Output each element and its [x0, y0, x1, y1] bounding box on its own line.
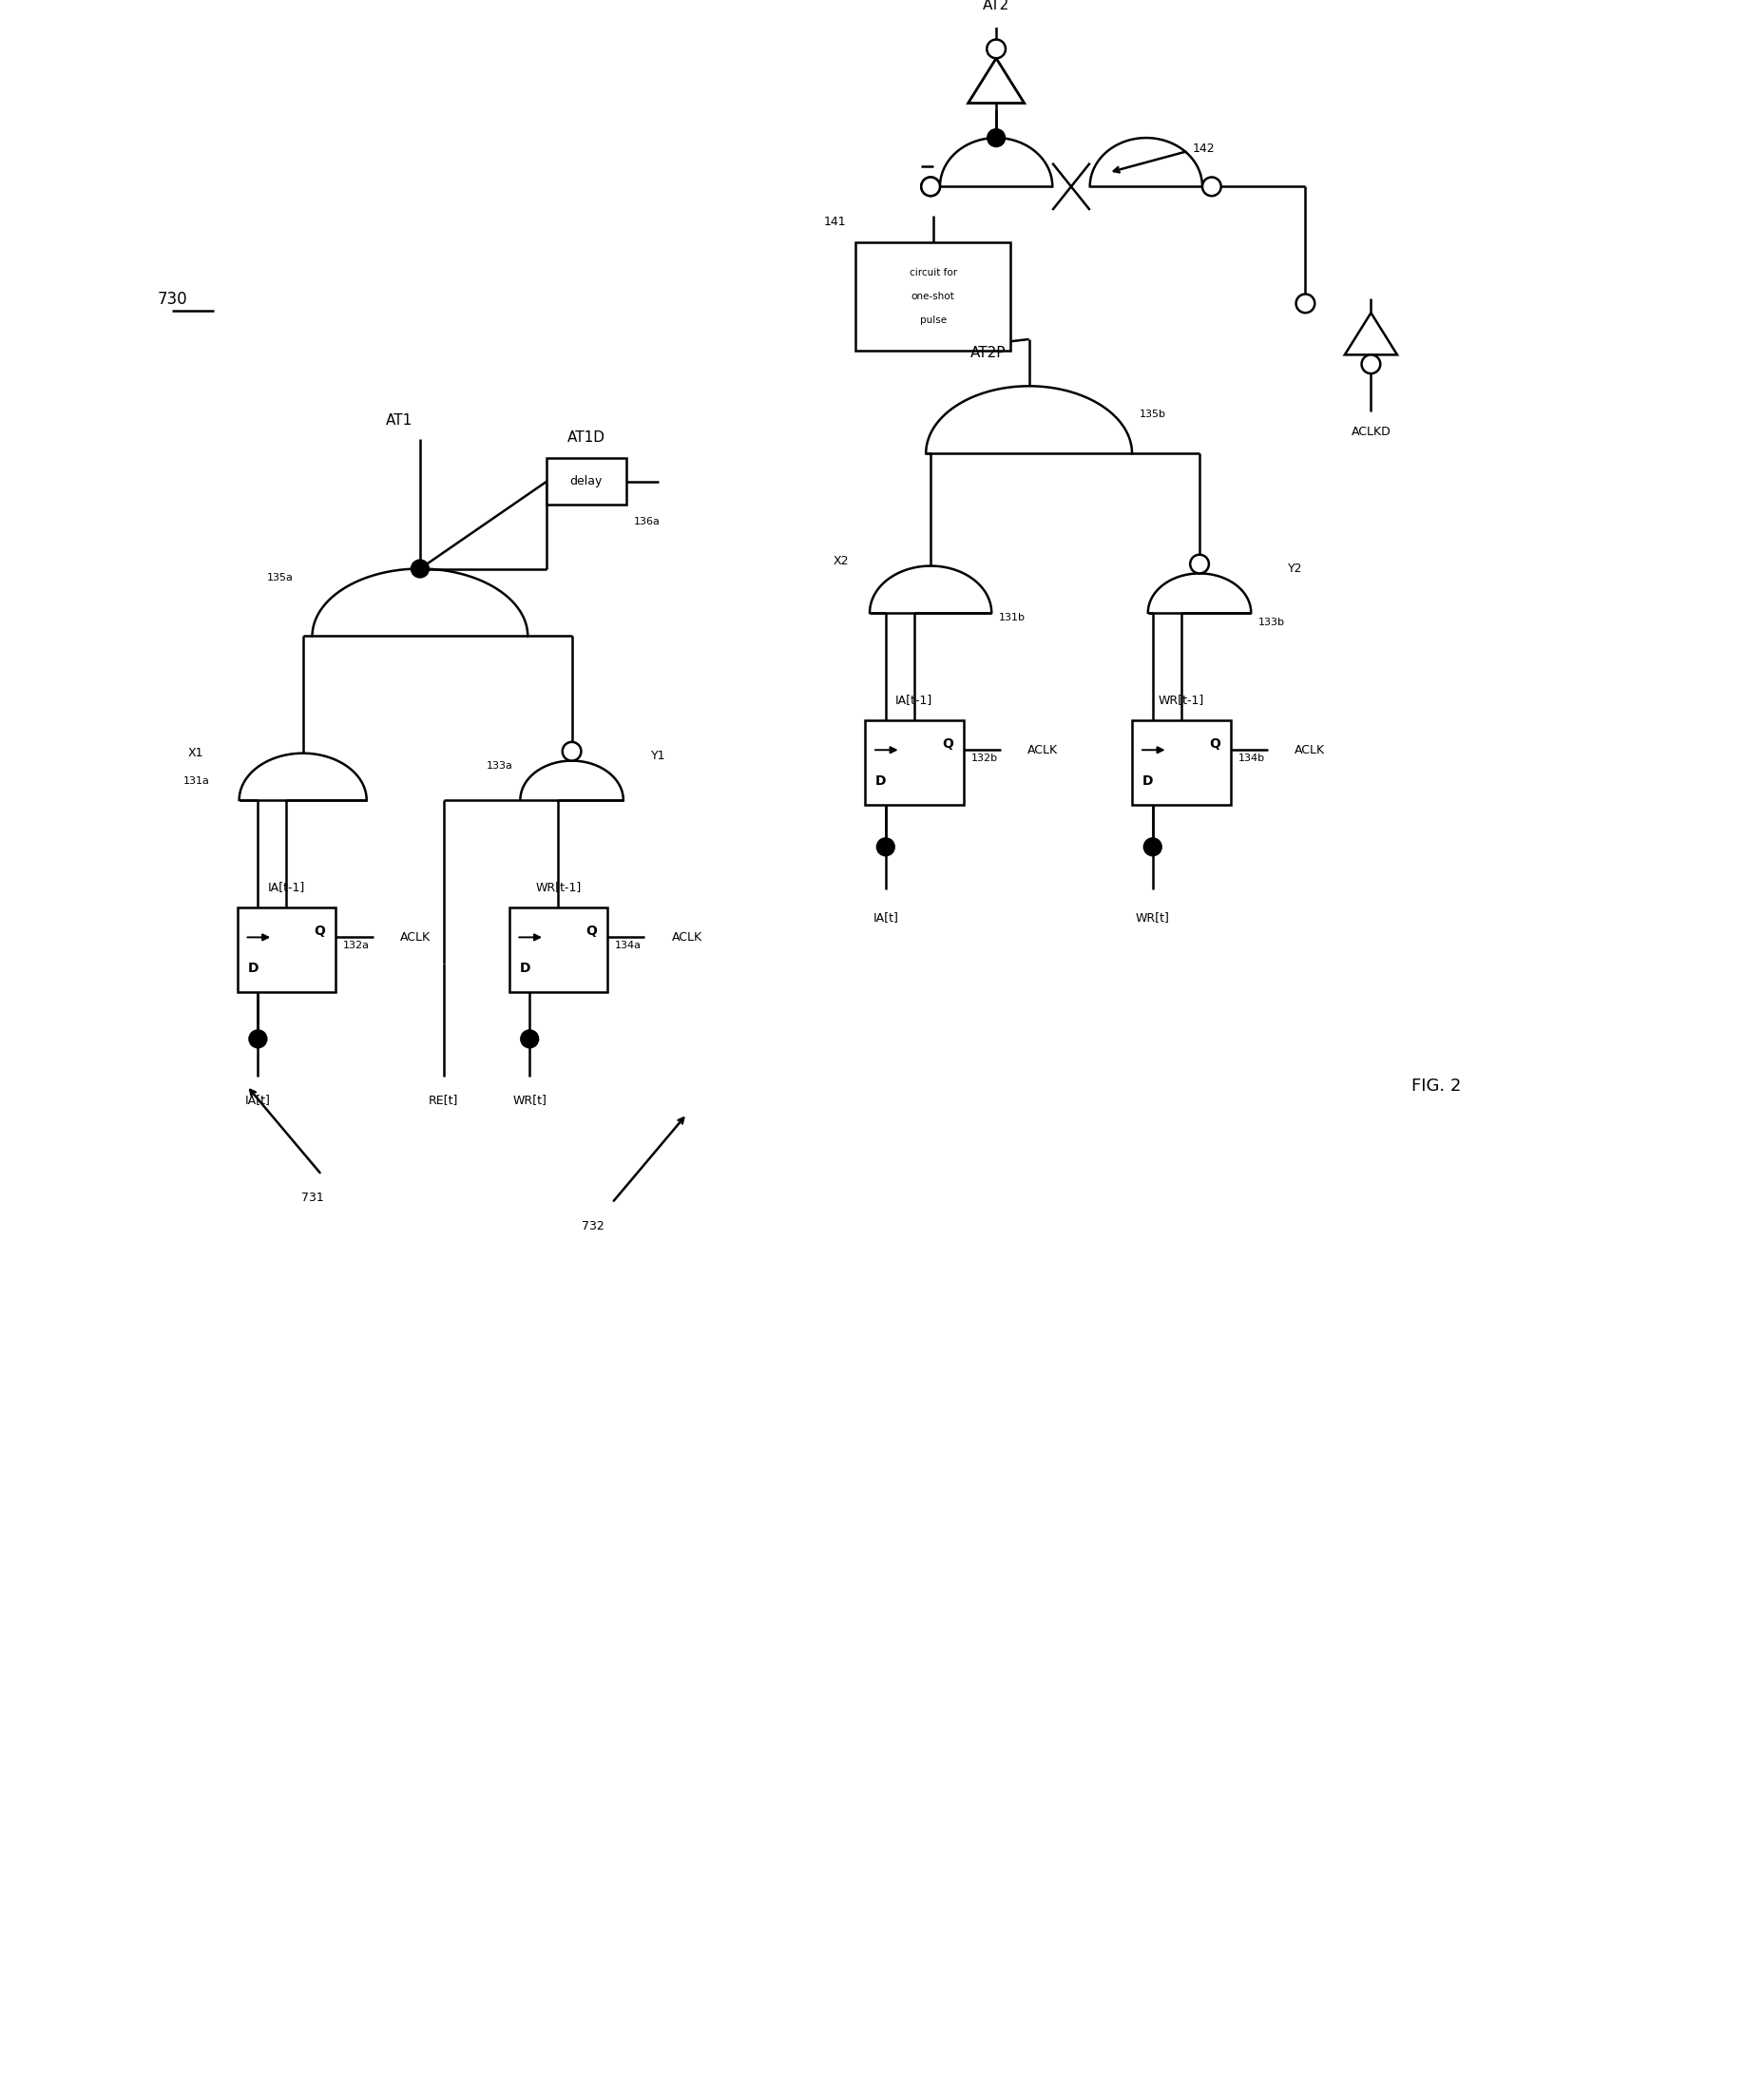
Circle shape — [250, 1031, 267, 1048]
Circle shape — [922, 176, 939, 195]
Text: 731: 731 — [300, 1193, 323, 1203]
Circle shape — [1144, 838, 1161, 855]
Text: one-shot: one-shot — [911, 292, 955, 302]
Text: Q: Q — [1208, 737, 1220, 750]
Text: 132a: 132a — [344, 941, 370, 951]
Text: 136a: 136a — [634, 517, 660, 527]
Text: Y2: Y2 — [1289, 563, 1303, 575]
Text: WR[t-1]: WR[t-1] — [536, 882, 581, 892]
Text: 135a: 135a — [267, 573, 293, 584]
Circle shape — [1203, 176, 1220, 195]
Text: 730: 730 — [157, 290, 189, 307]
Bar — [1131, 720, 1231, 804]
Text: RE[t]: RE[t] — [428, 1094, 459, 1107]
Text: IA[t-1]: IA[t-1] — [267, 882, 306, 892]
Text: 133a: 133a — [487, 760, 513, 771]
Text: AT1D: AT1D — [567, 430, 606, 445]
Text: delay: delay — [569, 475, 602, 487]
Bar — [864, 720, 964, 804]
Circle shape — [922, 176, 939, 195]
Text: AT2: AT2 — [983, 0, 1009, 13]
Bar — [856, 244, 1011, 351]
Text: 132b: 132b — [971, 754, 997, 762]
Text: AT2P: AT2P — [971, 346, 1006, 361]
Text: Q: Q — [941, 737, 953, 750]
Text: 134b: 134b — [1238, 754, 1264, 762]
Circle shape — [1191, 554, 1208, 573]
Text: 131a: 131a — [183, 777, 210, 785]
Text: ACLKD: ACLKD — [1351, 426, 1392, 439]
Text: ACLK: ACLK — [1296, 743, 1325, 756]
Text: X2: X2 — [833, 554, 849, 567]
Circle shape — [1362, 355, 1381, 374]
Bar — [510, 907, 608, 991]
Text: D: D — [520, 962, 531, 974]
Text: 131b: 131b — [999, 613, 1025, 622]
Bar — [237, 907, 335, 991]
Circle shape — [522, 1031, 538, 1048]
Text: circuit for: circuit for — [910, 269, 957, 277]
Text: D: D — [875, 775, 887, 788]
Text: IA[t-1]: IA[t-1] — [896, 693, 932, 706]
Text: AT1: AT1 — [386, 414, 412, 428]
Text: Y1: Y1 — [651, 750, 665, 762]
Text: 134a: 134a — [615, 941, 641, 951]
Text: ACLK: ACLK — [672, 930, 702, 943]
Circle shape — [412, 561, 428, 578]
Text: D: D — [1142, 775, 1154, 788]
Circle shape — [562, 741, 581, 760]
Circle shape — [876, 838, 894, 855]
Text: D: D — [248, 962, 258, 974]
Bar — [546, 458, 627, 504]
Text: 732: 732 — [581, 1220, 604, 1233]
Text: pulse: pulse — [920, 315, 946, 326]
Text: ACLK: ACLK — [400, 930, 431, 943]
Text: Q: Q — [314, 924, 325, 939]
Text: WR[t]: WR[t] — [1135, 911, 1170, 924]
Text: 133b: 133b — [1259, 617, 1285, 628]
Text: 135b: 135b — [1140, 409, 1166, 418]
Text: IA[t]: IA[t] — [873, 911, 899, 924]
Text: WR[t]: WR[t] — [513, 1094, 546, 1107]
Text: Q: Q — [587, 924, 597, 939]
Text: IA[t]: IA[t] — [244, 1094, 271, 1107]
Text: FIG. 2: FIG. 2 — [1413, 1077, 1461, 1094]
Circle shape — [986, 40, 1006, 59]
Text: 142: 142 — [1193, 143, 1215, 155]
Circle shape — [1296, 294, 1315, 313]
Text: ACLK: ACLK — [1028, 743, 1058, 756]
Circle shape — [988, 130, 1004, 147]
Text: X1: X1 — [187, 748, 203, 760]
Text: 141: 141 — [824, 216, 847, 229]
Text: WR[t-1]: WR[t-1] — [1158, 693, 1205, 706]
